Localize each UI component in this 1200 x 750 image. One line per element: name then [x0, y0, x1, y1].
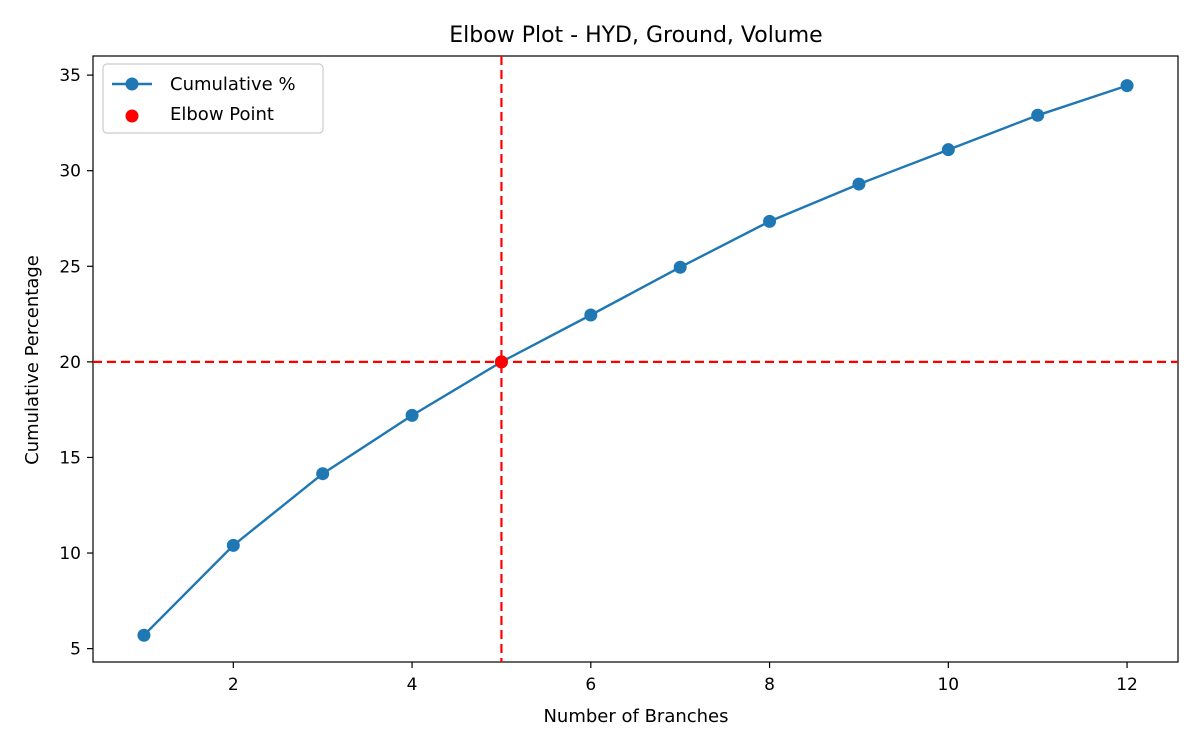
- legend-box: [102, 63, 324, 134]
- y-tick-label: 25: [59, 257, 81, 277]
- x-axis: 2 4 6 8 10 12: [228, 662, 1138, 695]
- y-tick-label: 5: [70, 640, 81, 660]
- data-point: [316, 467, 330, 481]
- data-point: [405, 408, 419, 422]
- data-point: [1120, 79, 1134, 93]
- axes-frame: [92, 55, 1179, 663]
- data-point: [941, 143, 955, 157]
- x-tick-label: 2: [228, 675, 239, 695]
- data-point: [226, 538, 240, 552]
- data-point: [763, 214, 777, 228]
- x-tick-label: 10: [937, 675, 959, 695]
- y-tick-label: 10: [59, 544, 81, 564]
- plot-area: [92, 55, 1179, 663]
- x-tick-label: 4: [407, 675, 418, 695]
- y-axis-title: Cumulative Percentage: [22, 255, 43, 465]
- data-point: [852, 177, 866, 191]
- data-point: [1031, 108, 1045, 122]
- y-tick-label: 20: [59, 353, 81, 373]
- chart-title: Elbow Plot - HYD, Ground, Volume: [449, 23, 822, 48]
- x-axis-title: Number of Branches: [543, 706, 728, 727]
- x-tick-label: 12: [1116, 675, 1138, 695]
- data-point: [137, 628, 151, 642]
- legend-elbow-label: Elbow Point: [170, 104, 274, 125]
- x-tick-label: 6: [585, 675, 596, 695]
- series-line: [143, 84, 1128, 637]
- legend: Cumulative % Elbow Point: [102, 63, 324, 134]
- legend-series-marker: [125, 77, 139, 91]
- y-axis: 5 10 15 20 25 30 35: [59, 66, 93, 660]
- legend-elbow-marker: [125, 109, 139, 123]
- y-tick-label: 35: [59, 66, 81, 86]
- data-point: [673, 260, 687, 274]
- y-tick-label: 15: [59, 448, 81, 468]
- y-tick-label: 30: [59, 162, 81, 182]
- legend-series-label: Cumulative %: [170, 74, 296, 95]
- data-point: [584, 308, 598, 322]
- elbow-point: [494, 355, 508, 369]
- x-tick-label: 8: [764, 675, 775, 695]
